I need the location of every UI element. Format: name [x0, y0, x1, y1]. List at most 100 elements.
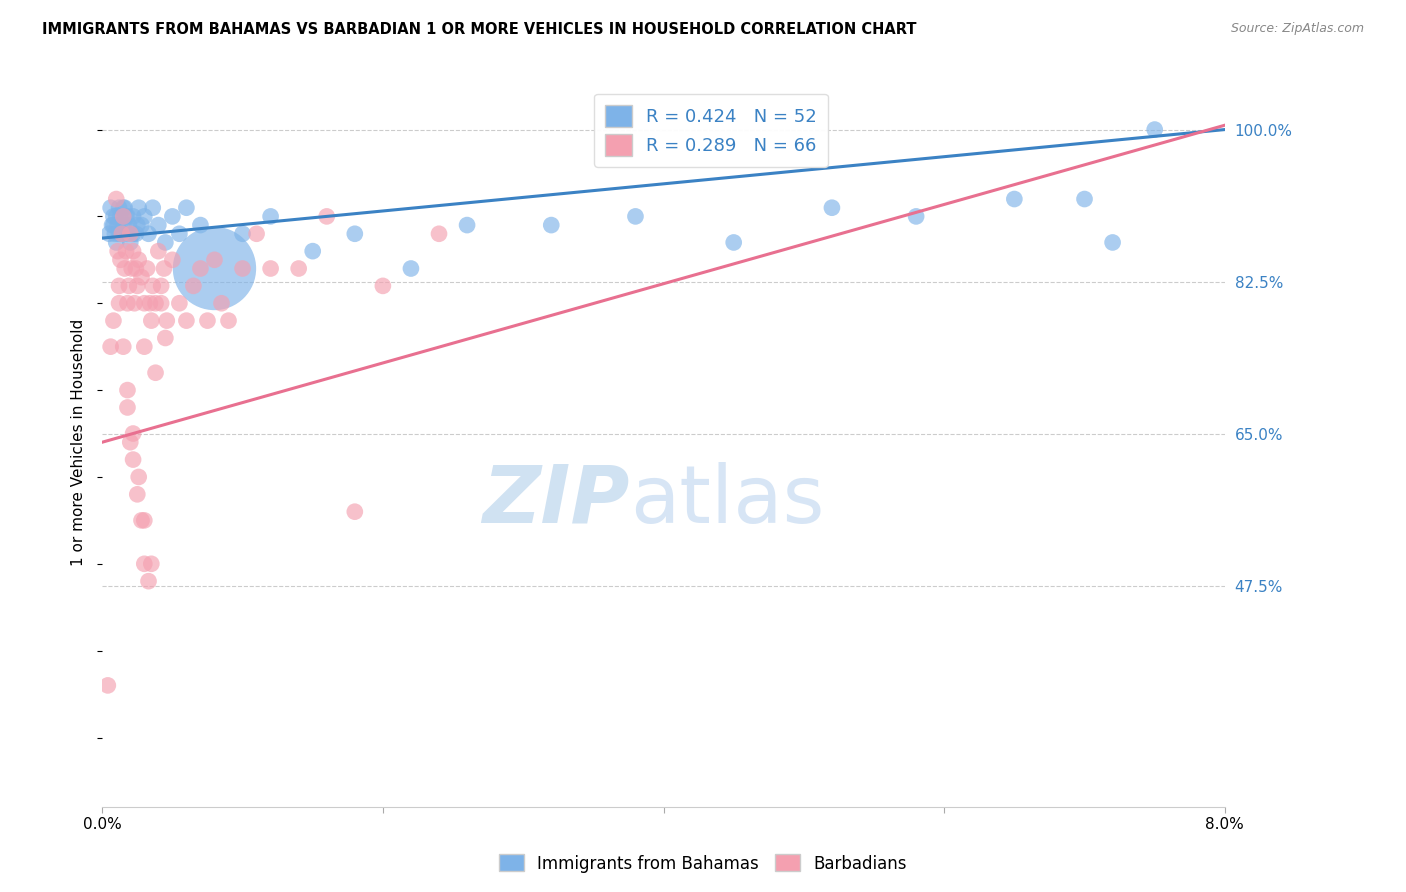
- Point: [131, 513, 153, 527]
- Legend: R = 0.424   N = 52, R = 0.289   N = 66: R = 0.424 N = 52, R = 0.289 N = 66: [593, 94, 828, 167]
- Point: [122, 426, 145, 441]
- Point: [138, 574, 160, 589]
- Point: [110, 252, 132, 267]
- Text: ZIP: ZIP: [482, 461, 630, 540]
- Point: [112, 210, 135, 224]
- Point: [343, 227, 366, 241]
- Point: [136, 261, 159, 276]
- Point: [117, 227, 139, 241]
- Point: [142, 278, 165, 293]
- Point: [124, 296, 146, 310]
- Point: [108, 201, 131, 215]
- Point: [259, 261, 281, 276]
- Point: [1073, 192, 1095, 206]
- Point: [117, 383, 139, 397]
- Point: [141, 557, 163, 571]
- Point: [259, 210, 281, 224]
- Point: [134, 340, 156, 354]
- Point: [287, 261, 309, 276]
- Point: [107, 218, 129, 232]
- Point: [122, 227, 145, 241]
- Point: [127, 278, 149, 293]
- Point: [169, 296, 191, 310]
- Point: [108, 296, 131, 310]
- Point: [112, 340, 135, 354]
- Point: [540, 218, 562, 232]
- Point: [105, 192, 128, 206]
- Point: [117, 401, 139, 415]
- Point: [176, 313, 198, 327]
- Point: [104, 227, 127, 241]
- Point: [211, 296, 233, 310]
- Point: [204, 261, 226, 276]
- Point: [127, 218, 149, 232]
- Point: [204, 252, 226, 267]
- Point: [110, 210, 132, 224]
- Point: [134, 296, 156, 310]
- Point: [115, 210, 138, 224]
- Point: [183, 278, 205, 293]
- Point: [150, 296, 173, 310]
- Point: [121, 261, 143, 276]
- Point: [176, 201, 198, 215]
- Point: [1002, 192, 1025, 206]
- Point: [138, 227, 160, 241]
- Point: [118, 278, 141, 293]
- Point: [301, 244, 323, 259]
- Point: [131, 270, 153, 285]
- Point: [128, 252, 150, 267]
- Point: [197, 313, 219, 327]
- Point: [232, 261, 254, 276]
- Point: [315, 210, 337, 224]
- Point: [111, 227, 134, 241]
- Text: atlas: atlas: [630, 461, 824, 540]
- Point: [120, 435, 142, 450]
- Point: [145, 296, 167, 310]
- Point: [117, 210, 139, 224]
- Point: [114, 201, 136, 215]
- Point: [120, 227, 142, 241]
- Point: [125, 227, 148, 241]
- Point: [245, 227, 267, 241]
- Point: [105, 235, 128, 250]
- Point: [107, 244, 129, 259]
- Point: [162, 210, 184, 224]
- Point: [139, 296, 162, 310]
- Point: [371, 278, 394, 293]
- Point: [128, 201, 150, 215]
- Point: [105, 210, 128, 224]
- Point: [155, 331, 177, 345]
- Point: [821, 201, 844, 215]
- Point: [169, 227, 191, 241]
- Point: [232, 227, 254, 241]
- Point: [108, 227, 131, 241]
- Point: [112, 201, 135, 215]
- Point: [134, 210, 156, 224]
- Point: [624, 210, 647, 224]
- Point: [97, 678, 120, 692]
- Point: [98, 227, 121, 241]
- Point: [153, 261, 176, 276]
- Text: Source: ZipAtlas.com: Source: ZipAtlas.com: [1230, 22, 1364, 36]
- Point: [148, 244, 170, 259]
- Point: [190, 261, 212, 276]
- Point: [118, 218, 141, 232]
- Point: [120, 235, 142, 250]
- Point: [399, 261, 422, 276]
- Point: [456, 218, 478, 232]
- Point: [122, 244, 145, 259]
- Point: [1143, 122, 1166, 136]
- Point: [122, 210, 145, 224]
- Point: [112, 218, 135, 232]
- Point: [125, 261, 148, 276]
- Point: [115, 244, 138, 259]
- Point: [114, 261, 136, 276]
- Point: [108, 278, 131, 293]
- Point: [134, 557, 156, 571]
- Point: [100, 340, 122, 354]
- Legend: Immigrants from Bahamas, Barbadians: Immigrants from Bahamas, Barbadians: [492, 847, 914, 880]
- Point: [103, 313, 125, 327]
- Y-axis label: 1 or more Vehicles in Household: 1 or more Vehicles in Household: [72, 318, 86, 566]
- Point: [142, 201, 165, 215]
- Point: [117, 296, 139, 310]
